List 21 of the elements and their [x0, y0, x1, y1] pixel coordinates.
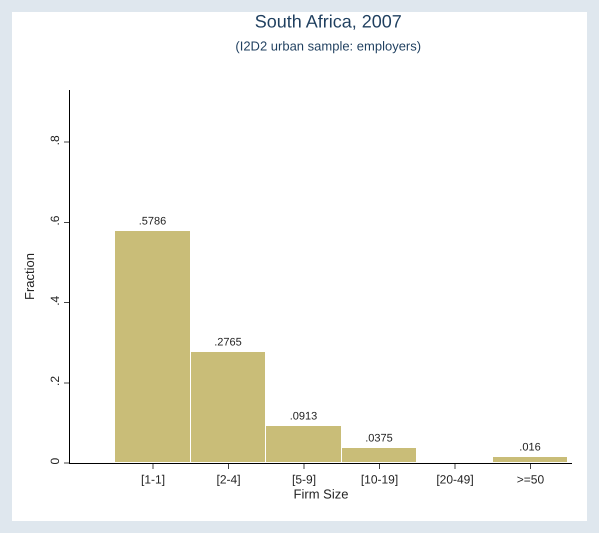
data-label: .2765: [214, 336, 242, 348]
chart-title: South Africa, 2007: [254, 11, 402, 32]
y-tick-label: .2: [48, 376, 62, 386]
x-tick-label: [20-49]: [436, 472, 474, 486]
x-tick-label: [2-4]: [216, 472, 241, 486]
y-tick-label: .4: [48, 295, 62, 306]
y-tick-label: .8: [48, 135, 62, 146]
y-axis-title: Fraction: [22, 253, 37, 300]
x-tick-label: [10-19]: [360, 472, 398, 486]
x-axis-title: Firm Size: [294, 486, 348, 502]
y-tick-label: .6: [48, 215, 62, 226]
y-tick-label: 0: [48, 458, 62, 465]
x-tick-label: [5-9]: [292, 472, 316, 486]
data-label: .016: [519, 442, 541, 454]
bar: [492, 456, 568, 463]
chart-subtitle: (I2D2 urban sample: employers): [235, 38, 422, 54]
data-label: .5786: [138, 216, 166, 228]
x-tick-label: [1-1]: [141, 472, 166, 486]
x-tick-label: >=50: [516, 472, 544, 486]
data-label: .0913: [290, 410, 318, 422]
data-label: .0375: [365, 432, 393, 444]
